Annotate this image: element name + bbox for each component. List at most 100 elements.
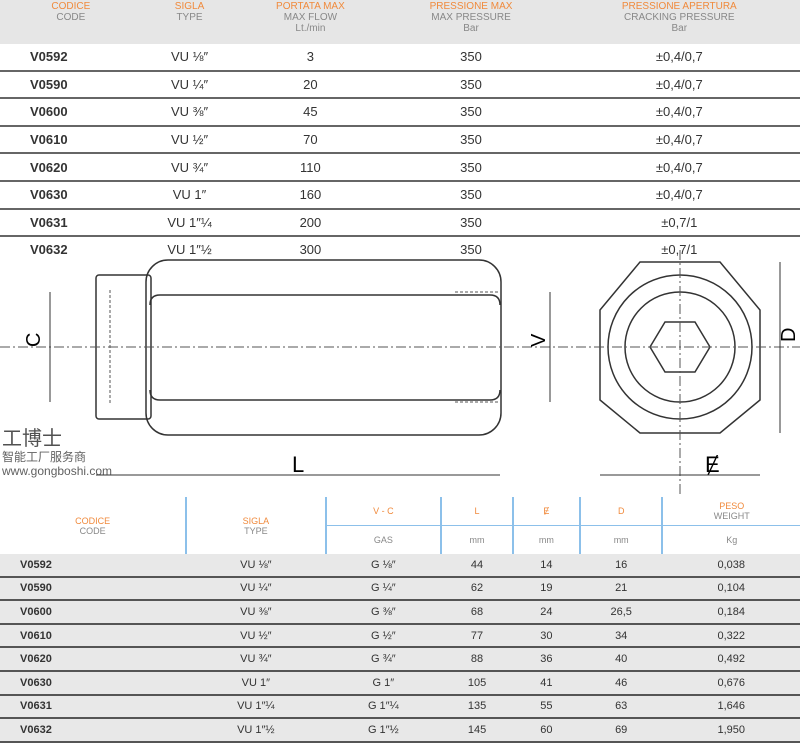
dim-d: D [778,328,800,342]
table-cell: 20 [237,70,384,100]
table-cell: V0620 [0,647,187,672]
table-row: V0620 VU ¾″ G ¾″ 88 36 40 0,492 [0,647,800,672]
table-cell: 41 [512,670,580,696]
table-cell: 26,5 [579,600,663,625]
table-cell: ±0,4/0,7 [558,70,800,100]
watermark-brand: 工博士 [2,428,62,450]
table-cell: 45 [237,98,384,127]
table-cell: 350 [460,242,482,258]
table-cell: V0590 [0,70,142,100]
table-cell: 350 [383,98,559,127]
table-row: V0592 VU ⅛″ 3 350 ±0,4/0,7 [0,44,800,72]
table-cell: G 1″¼ [325,694,442,720]
dim-l: L [292,452,304,477]
table-cell: 55 [512,694,580,720]
table-cell: V0592 [0,554,187,578]
table-cell: 62 [441,576,513,602]
unit-mm: mm [578,525,663,554]
column-header: PORTATA MAX MAX FLOW Lt./min [237,0,384,44]
dim-e: Ɇ [705,452,720,477]
table-cell: 0,104 [662,576,800,602]
unit-kg: Kg [661,525,800,554]
table-cell: 0,322 [662,623,800,649]
column-header: CODICE CODE [0,0,142,44]
col-l: L [440,497,513,526]
table-cell: VU ¾″ [141,153,238,182]
table-cell: 350 [383,125,559,155]
specs-table: CODICE CODE SIGLA TYPE PORTATA MAX MAX FLOW Lt… [0,0,800,263]
dim-c: C [23,333,45,347]
col-weight: PESO WEIGHT [661,497,800,526]
table-cell: 0,184 [662,600,800,625]
table-cell: VU 1″ [186,670,326,696]
table-cell: VU ⅛″ [141,44,238,72]
table-cell: G 1″ [325,670,442,696]
table-row: V0610 VU ½″ G ½″ 77 30 34 0,322 [0,623,800,649]
table-cell: V0600 [0,600,187,625]
col-d: D [578,497,663,526]
table-cell: 350 [383,180,559,210]
hex-flats [149,294,501,401]
table-cell: V0592 [0,44,142,72]
table-row: V0630 VU 1″ G 1″ 105 41 46 0,676 [0,670,800,696]
table-cell: G ⅛″ [325,554,442,578]
col-vc: V - C [324,497,442,526]
table-row: V0600 VU ⅜″ 45 350 ±0,4/0,7 [0,98,800,127]
technical-drawing: C V D L Ɇ [0,250,800,495]
table-cell: V0631 [0,208,142,238]
table-cell: ±0,7/1 [661,242,698,258]
hidden-lines [109,290,500,405]
table-cell: VU ¾″ [186,647,326,672]
table-cell: VU 1″ [141,180,238,210]
table-cell: V0620 [0,153,142,182]
column-header: PRESSIONE MAX MAX PRESSURE Bar [383,0,559,44]
table-cell: VU ½″ [141,125,238,155]
table-cell: ±0,4/0,7 [558,98,800,127]
column-header: SIGLA TYPE [141,0,238,44]
dim-v: V [528,333,550,347]
watermark-logo: 工博士 智能工厂服务商 www.gongboshi.com [2,428,112,478]
table-cell: 0,676 [662,670,800,696]
table-row: V0590 VU ¼″ G ¼″ 62 19 21 0,104 [0,576,800,602]
dimension-lines [49,262,781,476]
table-row: V0631 VU 1″¼ 200 350 ±0,7/1 [0,208,800,238]
table-cell: 70 [237,125,384,155]
unit-gas: GAS [324,525,442,554]
table-cell: 46 [579,670,663,696]
table-row: V0632 VU 1″½ 300 350 ±0,7/1 [0,236,800,263]
table-cell: 350 [383,70,559,100]
table-cell: G ⅜″ [325,600,442,625]
table-cell: 3 [237,44,384,72]
table-cell: ±0,4/0,7 [558,44,800,72]
table-cell: 105 [441,670,513,696]
table-row: V0620 VU ¾″ 110 350 ±0,4/0,7 [0,153,800,182]
table-cell: V0632 [30,242,68,258]
table-cell: V0631 [0,694,187,720]
table-cell: 21 [579,576,663,602]
table-cell: V0590 [0,576,187,602]
col-code: CODICE CODE [75,515,111,536]
table-cell: VU ¼″ [186,576,326,602]
table-cell: V0610 [0,125,142,155]
table-row: V0592 VU ⅛″ G ⅛″ 44 14 16 0,038 [0,554,800,578]
dimensions-table: CODICE CODE SIGLA TYPE V - C L Ɇ D PESO WEI… [0,497,800,743]
table-cell: V0610 [0,623,187,649]
table-cell: 350 [383,208,559,238]
table-cell: 110 [237,153,384,182]
table-cell: 34 [579,623,663,649]
table-cell: G ½″ [325,623,442,649]
watermark-url: www.gongboshi.com [2,464,113,478]
table-row: V0630 VU 1″ 160 350 ±0,4/0,7 [0,180,800,210]
table-cell: 350 [383,44,559,72]
table-cell: ±0,4/0,7 [558,153,800,182]
table-row: V0631 VU 1″¼ G 1″¼ 135 55 63 1,646 [0,694,800,720]
table-cell: 160 [237,180,384,210]
table-cell: 40 [579,647,663,672]
table-cell: ±0,4/0,7 [558,180,800,210]
table-cell: G ¾″ [325,647,442,672]
table-cell: VU 1″¼ [186,694,326,720]
unit-mm: mm [511,525,580,554]
table-cell: 63 [579,694,663,720]
table-cell: VU 1″¼ [141,208,238,238]
table-cell: 200 [237,208,384,238]
